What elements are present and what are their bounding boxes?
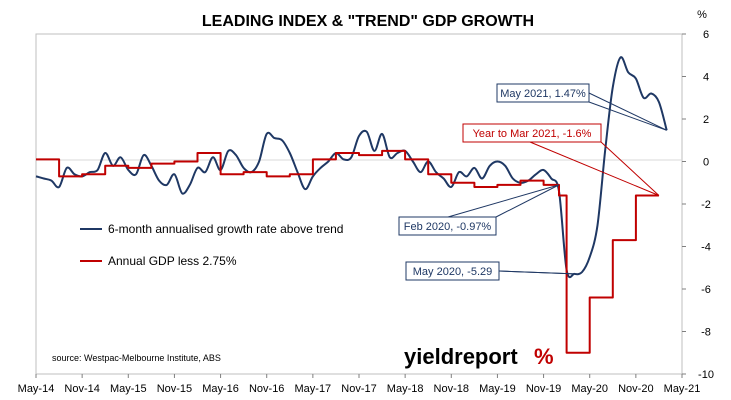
annotation-leader-line [588, 101, 667, 131]
x-tick-label: Nov-20 [618, 383, 653, 395]
y-tick-label: -2 [701, 199, 711, 211]
series-layer [35, 56, 668, 354]
annotation-label: Year to Mar 2021, -1.6% [473, 128, 592, 140]
x-tick-label: May-21 [664, 383, 701, 395]
annotation-leader-line [498, 270, 575, 275]
annotation-leader-line [447, 184, 560, 218]
x-tick-label: May-14 [18, 383, 55, 395]
annotation-box [398, 216, 497, 236]
y-tick-label: 4 [703, 72, 709, 84]
x-tick-label: Nov-16 [249, 383, 284, 395]
legend: 6-month annualised growth rate above tre… [80, 222, 343, 268]
annotation-leader-line [495, 184, 560, 218]
y-tick-label: -6 [701, 284, 711, 296]
yieldreport-logo: yieldreport % [404, 344, 554, 369]
series-line-gdp [36, 149, 659, 354]
x-tick-label: May-20 [571, 383, 608, 395]
x-tick-label: May-18 [387, 383, 424, 395]
series-line-leading-index [35, 56, 668, 279]
x-tick-label: May-16 [202, 383, 239, 395]
annotation-box [462, 123, 602, 143]
y-tick-label: -4 [701, 242, 711, 254]
x-axis: May-14 Nov-14 May-15 Nov-15 May-16 Nov-16 May-… [18, 374, 701, 395]
x-tick-label: Nov-14 [64, 383, 99, 395]
x-tick-label: Nov-17 [341, 383, 376, 395]
x-tick-label: Nov-18 [434, 383, 469, 395]
legend-label-leading-index: 6-month annualised growth rate above tre… [108, 222, 343, 236]
x-tick-label: Nov-19 [526, 383, 561, 395]
annotation-label: May 2021, 1.47% [500, 88, 586, 100]
source-note: source: Westpac-Melbourne Institute, ABS [52, 353, 221, 363]
y-tick-label: 6 [703, 29, 709, 41]
annotation-label: May 2020, -5.29 [413, 266, 493, 278]
x-tick-label: Nov-15 [157, 383, 192, 395]
annotation-box [496, 83, 590, 103]
y-tick-label: -8 [701, 327, 711, 339]
x-tick-label: May-17 [295, 383, 332, 395]
logo-wordmark: yieldreport [404, 344, 518, 369]
x-tick-label: May-15 [110, 383, 147, 395]
y-tick-label: -10 [698, 369, 714, 381]
annotation-layer: May 2021, 1.47% Year to Mar 2021, -1.6% Fe… [398, 83, 667, 281]
annotation-label: Feb 2020, -0.97% [404, 221, 492, 233]
annotation-leader-line [588, 92, 667, 131]
chart-title: LEADING INDEX & "TREND" GDP GROWTH [202, 13, 534, 30]
x-tick-label: May-19 [479, 383, 516, 395]
y-tick-label: 2 [703, 114, 709, 126]
y-unit-label: % [697, 9, 707, 21]
y-axis: 6 4 2 0 -2 -4 -6 -8 -10 [682, 29, 714, 381]
logo-percent-symbol: % [534, 344, 554, 369]
legend-label-gdp: Annual GDP less 2.75% [108, 254, 237, 268]
annotation-box [405, 261, 500, 281]
annotation-leader-line [529, 141, 660, 196]
y-tick-label: 0 [703, 157, 709, 169]
annotation-leader-line [600, 141, 660, 196]
